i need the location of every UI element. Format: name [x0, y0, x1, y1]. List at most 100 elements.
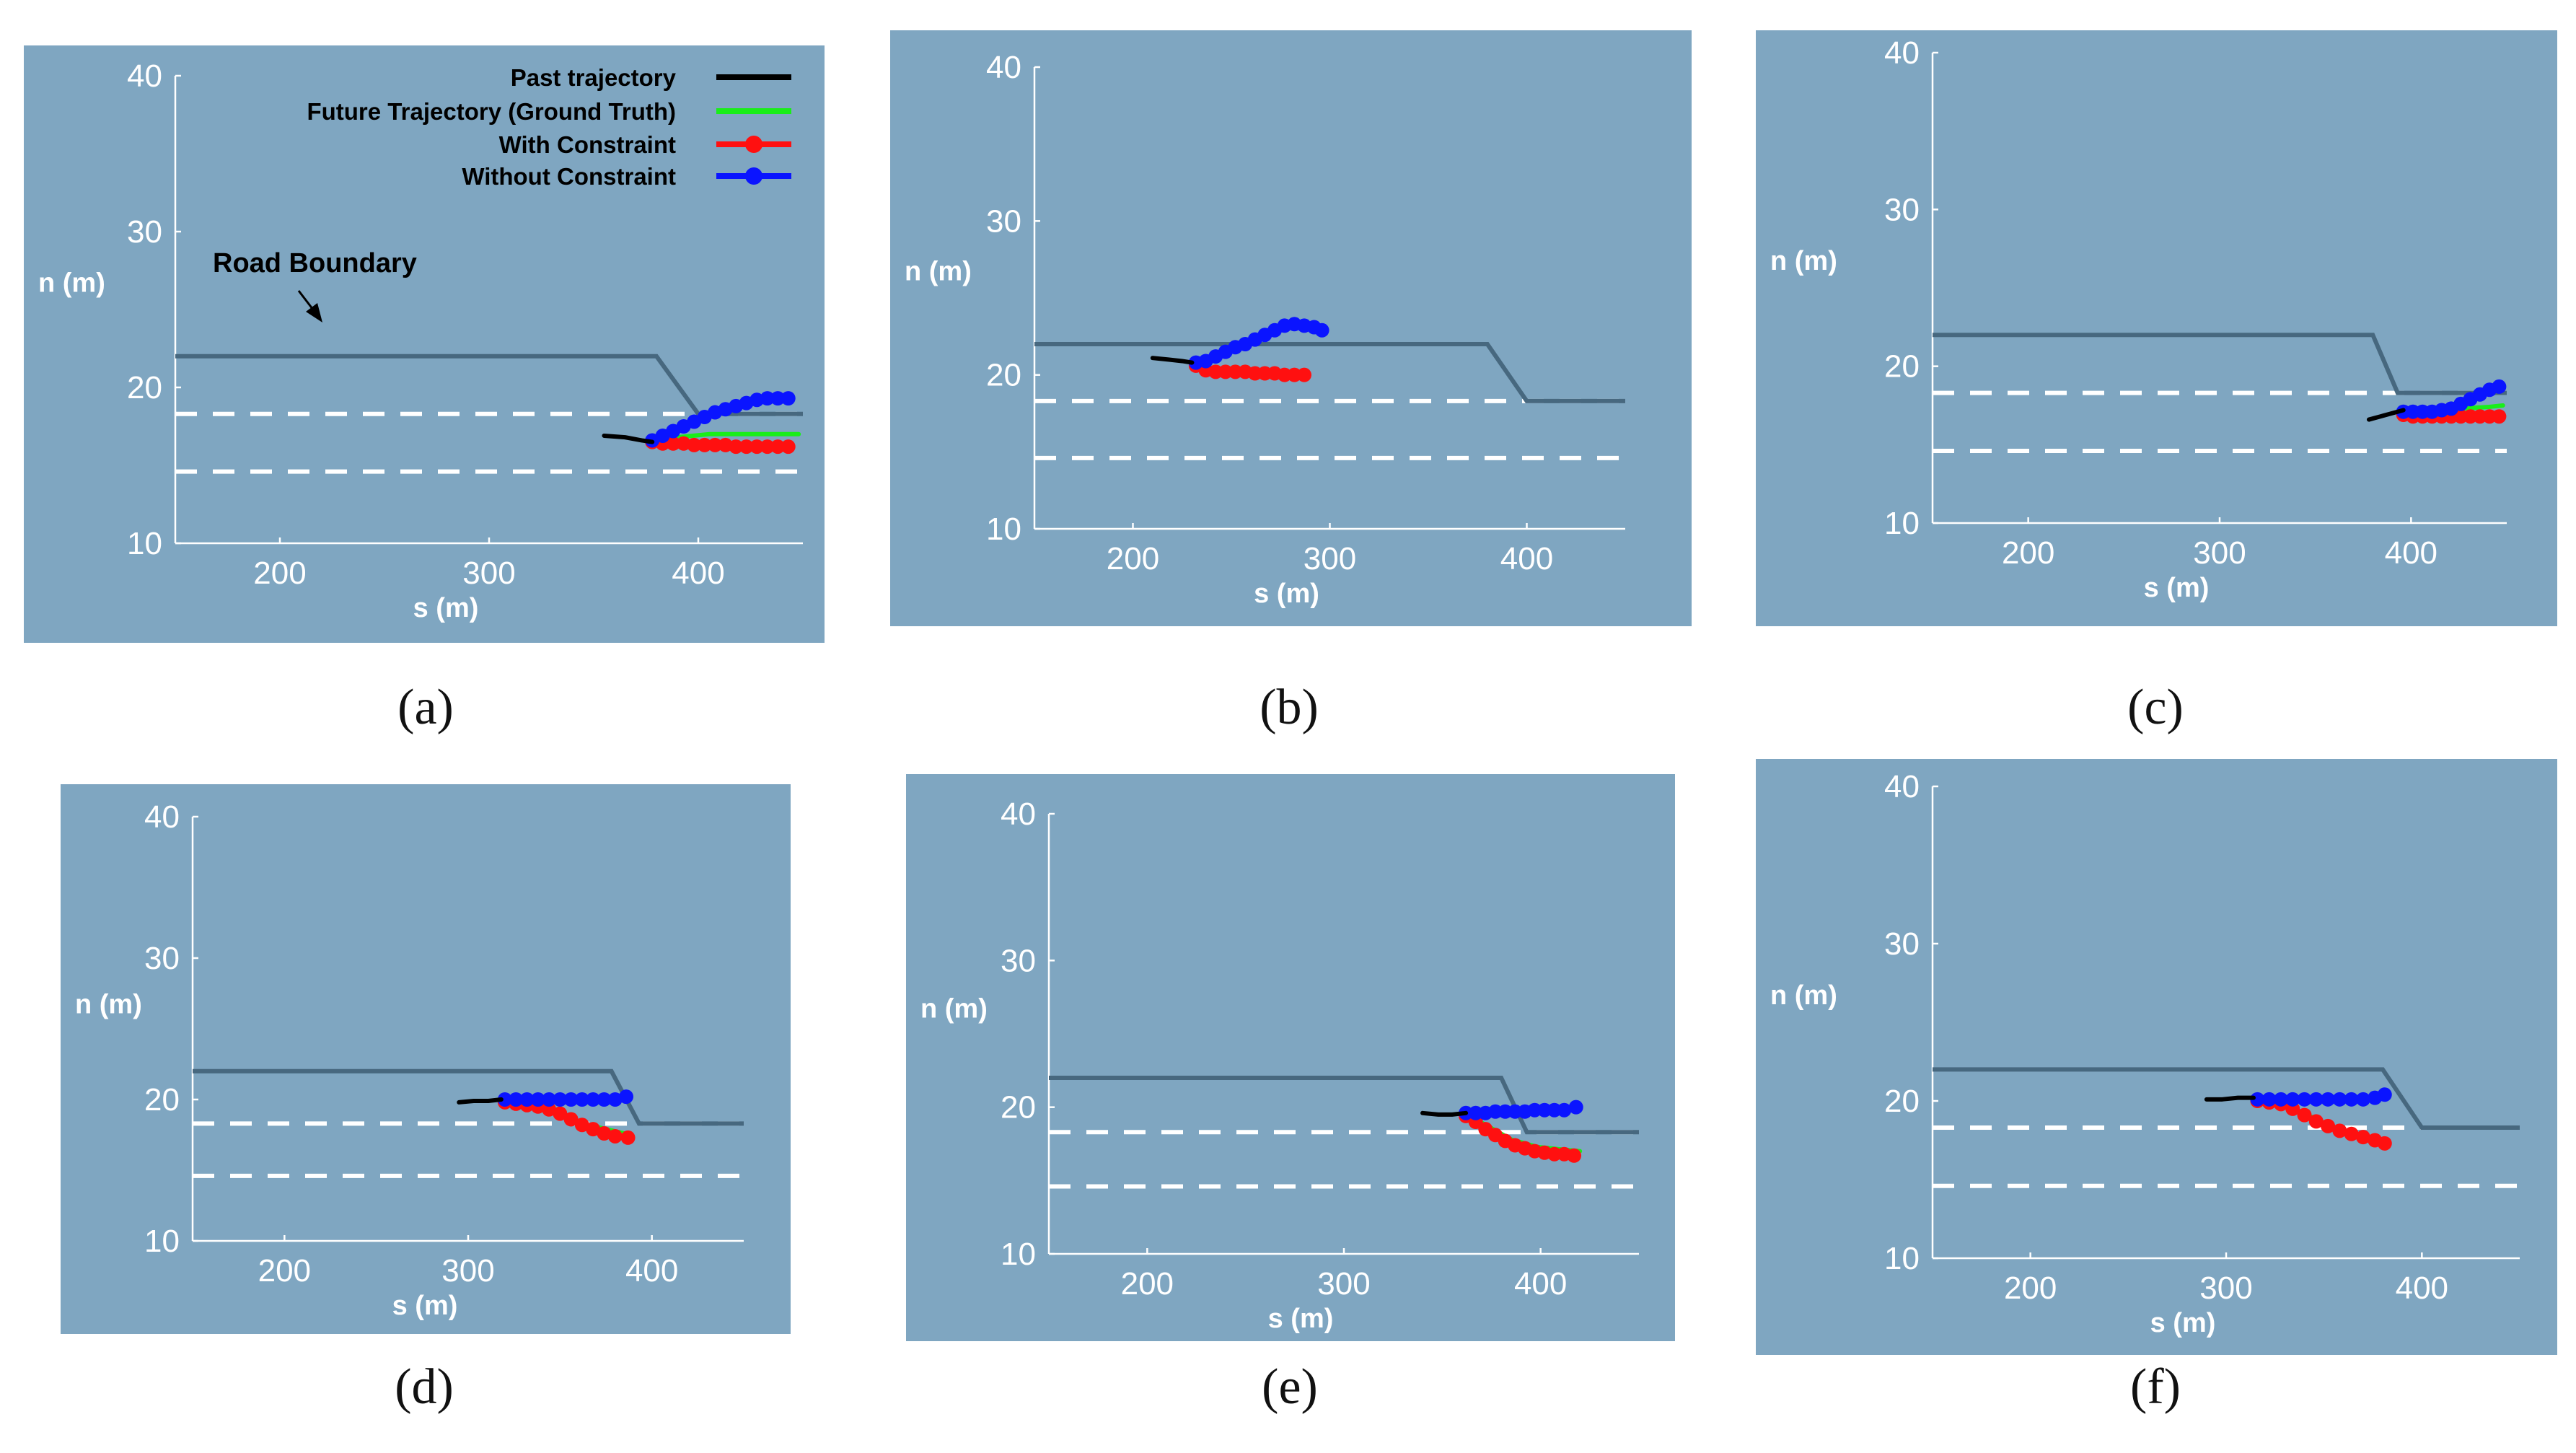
road-boundary-line	[1933, 333, 2507, 395]
y-tick-label: 10	[1884, 506, 1920, 541]
y-tick-label: 10	[1001, 1237, 1036, 1272]
x-tick-label: 200	[258, 1253, 311, 1289]
caption-a: (a)	[397, 680, 454, 735]
y-tick-label: 40	[986, 50, 1021, 85]
data-point-with	[574, 1118, 589, 1133]
x-tick-label: 400	[1514, 1266, 1567, 1301]
legend-label: Without Constraint	[462, 163, 676, 190]
legend-marker	[745, 167, 762, 185]
data-point-with	[697, 437, 712, 452]
road-boundary-line	[1933, 1067, 2520, 1131]
series-past	[2366, 408, 2406, 422]
series-line-past	[1420, 1110, 1469, 1117]
x-tick-label: 200	[253, 556, 306, 591]
data-point-without	[586, 1092, 601, 1107]
plot-background	[1756, 30, 2557, 626]
x-tick-label: 200	[2002, 535, 2054, 571]
y-axis-label: n (m)	[1770, 246, 1837, 276]
x-tick-label: 300	[462, 556, 515, 591]
y-tick-label: 40	[1001, 796, 1036, 832]
plot-background	[1756, 759, 2557, 1355]
y-tick-label: 30	[127, 214, 162, 250]
legend-item-without: Without Constraint	[462, 163, 791, 190]
x-axis-label: s (m)	[1268, 1304, 1334, 1334]
y-tick-label: 30	[1884, 192, 1920, 227]
y-tick-label: 20	[1884, 349, 1920, 385]
series-line-past	[2366, 408, 2406, 422]
data-point-without	[2492, 379, 2507, 394]
series-with	[1188, 358, 1312, 382]
data-point-with	[2308, 1114, 2324, 1129]
data-point-without	[2273, 1092, 2288, 1107]
x-tick-label: 300	[1317, 1266, 1370, 1301]
x-tick-label: 200	[1121, 1266, 1174, 1301]
data-point-without	[619, 1089, 634, 1105]
data-point-with	[687, 437, 702, 452]
data-point-without	[2344, 1092, 2359, 1107]
caption-b: (b)	[1260, 680, 1319, 735]
y-tick-label: 30	[1001, 943, 1036, 978]
series-line-past	[2204, 1095, 2256, 1102]
x-axis-label: s (m)	[413, 593, 479, 623]
series-without	[2250, 1087, 2392, 1107]
data-point-without	[607, 1092, 623, 1107]
series-line-past	[602, 433, 655, 444]
x-tick-label: 400	[2396, 1270, 2448, 1306]
data-point-with	[563, 1112, 579, 1127]
road-boundary-annotation: Road Boundary	[213, 248, 417, 322]
data-point-without	[2285, 1092, 2300, 1107]
caption-f: (f)	[2130, 1359, 2181, 1415]
data-point-without	[1557, 1102, 1572, 1118]
data-point-with	[2492, 409, 2507, 424]
data-point-without	[542, 1092, 557, 1107]
y-tick-label: 40	[127, 58, 162, 94]
legend-item-with: With Constraint	[499, 131, 791, 158]
series-past	[2204, 1095, 2256, 1102]
plot-background	[906, 774, 1675, 1341]
data-point-without	[760, 391, 775, 406]
y-tick-label: 20	[127, 370, 162, 405]
panel-a: 10 20 30 40 200 300 400 s (m) n (m)	[24, 45, 825, 643]
data-point-with	[607, 1128, 623, 1143]
series-without	[1188, 317, 1329, 370]
annotation-label: Road Boundary	[213, 248, 417, 278]
y-tick-label: 40	[1884, 35, 1920, 71]
series-without	[645, 391, 796, 448]
data-point-with	[708, 437, 723, 452]
data-point-with	[542, 1102, 557, 1117]
series-with	[645, 434, 796, 455]
data-point-without	[2297, 1092, 2312, 1107]
legend-label: Past trajectory	[511, 64, 677, 91]
y-tick-label: 20	[986, 358, 1021, 393]
y-axis-label: n (m)	[75, 990, 142, 1020]
data-point-with	[781, 439, 796, 455]
data-point-without	[2261, 1092, 2277, 1107]
data-point-with	[1297, 367, 1312, 382]
data-point-with	[620, 1130, 636, 1145]
legend-item-past: Past trajectory	[511, 64, 791, 91]
legend: Past trajectory Future Trajectory (Ground…	[307, 64, 791, 190]
panel-e: 10 20 30 40 200 300 400 s (m) n (m)	[906, 774, 1675, 1341]
y-tick-label: 30	[1884, 926, 1920, 962]
y-tick-label: 20	[1884, 1084, 1920, 1119]
x-tick-label: 200	[2004, 1270, 2057, 1306]
data-point-with	[739, 439, 754, 455]
panel-b: 10 20 30 40 200 300 400 s (m) n (m)	[890, 30, 1692, 626]
data-point-without	[574, 1092, 589, 1107]
data-point-with	[2332, 1123, 2347, 1138]
series-without	[497, 1089, 634, 1107]
legend-label: With Constraint	[499, 131, 676, 158]
x-tick-label: 300	[1304, 541, 1356, 576]
data-point-with	[749, 439, 765, 455]
x-tick-label: 300	[441, 1253, 494, 1289]
data-point-with	[2355, 1130, 2370, 1145]
data-point-without	[597, 1092, 612, 1107]
road-boundary-line	[175, 354, 803, 416]
x-axis-label: s (m)	[2144, 573, 2210, 603]
data-point-with	[597, 1126, 612, 1141]
legend-label: Future Trajectory (Ground Truth)	[307, 98, 676, 125]
x-tick-label: 400	[2385, 535, 2437, 571]
data-point-without	[509, 1092, 524, 1107]
x-tick-label: 300	[2199, 1270, 2252, 1306]
data-point-without	[2308, 1092, 2324, 1107]
